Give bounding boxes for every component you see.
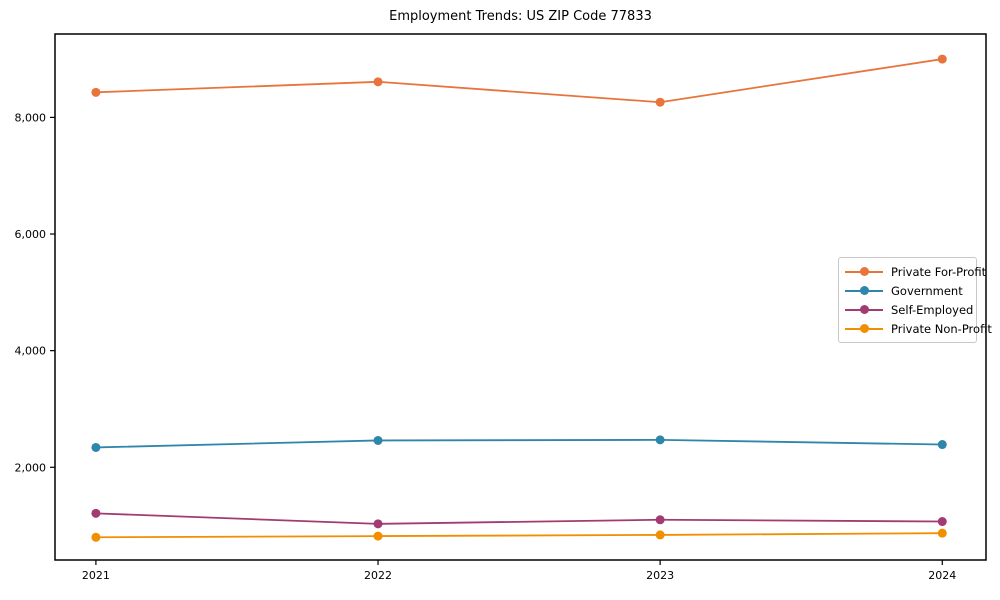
legend-line-marker-icon: [845, 323, 883, 334]
x-tick-label: 2023: [646, 569, 674, 582]
chart-title: Employment Trends: US ZIP Code 77833: [389, 9, 652, 24]
series-line-1: [95, 438, 943, 449]
data-point: [91, 442, 101, 452]
data-point: [655, 515, 665, 525]
series-line-2: [95, 512, 943, 525]
legend-label: Private For-Profit: [891, 264, 987, 279]
legend-label: Government: [891, 283, 963, 298]
legend-line-marker-icon: [845, 266, 883, 277]
data-point: [937, 517, 947, 527]
plot-border: [54, 33, 987, 561]
data-point: [373, 77, 383, 87]
data-point: [655, 435, 665, 445]
data-point: [373, 435, 383, 445]
legend-item-2: Self-Employed: [845, 300, 974, 319]
data-point: [937, 528, 947, 538]
y-tick-label: 4,000: [15, 345, 47, 358]
y-tick-label: 8,000: [15, 111, 47, 124]
x-tick-label: 2022: [364, 569, 392, 582]
legend-item-3: Private Non-Profit: [845, 319, 992, 338]
series-line-3: [95, 532, 943, 539]
x-tick-label: 2024: [928, 569, 956, 582]
legend-item-0: Private For-Profit: [845, 262, 986, 281]
data-point: [91, 87, 101, 97]
data-point: [91, 508, 101, 518]
series-line-0: [95, 58, 943, 104]
legend-line-marker-icon: [845, 304, 883, 315]
legend-item-1: Government: [845, 281, 970, 300]
legend-label: Private Non-Profit: [891, 321, 992, 336]
data-point: [937, 54, 947, 64]
legend-line-marker-icon: [845, 285, 883, 296]
data-point: [91, 532, 101, 542]
legend-label: Self-Employed: [891, 302, 974, 317]
data-point: [937, 440, 947, 450]
x-tick-label: 2021: [82, 569, 110, 582]
data-point: [373, 519, 383, 529]
legend: Private For-Profit Government Self-Employe…: [838, 257, 992, 343]
y-tick-label: 2,000: [15, 461, 47, 474]
data-point: [373, 531, 383, 541]
y-tick-label: 6,000: [15, 228, 47, 241]
data-point: [655, 530, 665, 540]
data-point: [655, 97, 665, 107]
